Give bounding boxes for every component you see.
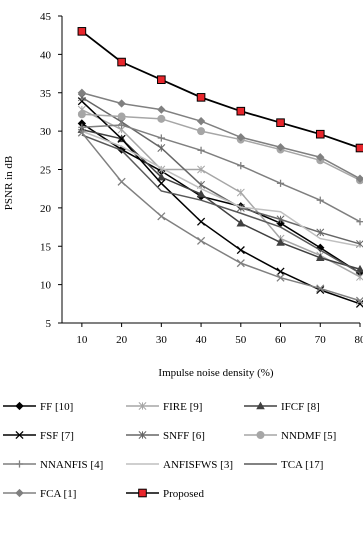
data-point: [158, 106, 165, 113]
legend-label: FCA [1]: [40, 488, 76, 500]
data-point: [158, 115, 165, 122]
data-point: [237, 189, 244, 196]
data-point: [277, 268, 284, 275]
legend-entry: NNDMF [5]: [244, 430, 336, 442]
legend-entry: SNFF [6]: [126, 430, 205, 442]
legend-label: FIRE [9]: [163, 401, 202, 413]
y-axis-label: PSNR in dB: [3, 156, 15, 210]
legend-label: FF [10]: [40, 401, 73, 413]
x-tick-label: 20: [116, 334, 128, 346]
data-point: [197, 147, 204, 154]
series-line: [82, 131, 360, 246]
series-lines-layer: [78, 28, 363, 308]
data-point: [197, 218, 204, 225]
legend-entry: NNANFIS [4]: [3, 459, 103, 471]
x-tick-label: 50: [235, 334, 247, 346]
series-7: [82, 131, 360, 246]
data-point: [78, 28, 86, 36]
data-point: [237, 162, 244, 169]
data-point: [316, 130, 324, 138]
legend-entry: FIRE [9]: [126, 401, 202, 413]
legend-label: FSF [7]: [40, 430, 74, 442]
data-point: [356, 144, 363, 152]
legend-label: ANFISFWS [3]: [163, 459, 233, 471]
y-tick-label: 20: [40, 203, 52, 215]
legend-label: IFCF [8]: [281, 401, 320, 413]
legend-entry: Proposed: [126, 488, 204, 500]
data-point: [118, 58, 126, 66]
x-tick-label: 70: [315, 334, 327, 346]
x-tick-label: 30: [156, 334, 168, 346]
data-point: [158, 180, 165, 187]
data-point: [118, 178, 125, 185]
data-point: [197, 118, 204, 125]
data-point: [158, 134, 165, 141]
legend-label: NNANFIS [4]: [40, 459, 103, 471]
legend-label: Proposed: [163, 488, 204, 500]
data-point: [158, 144, 165, 151]
legend-entry: FCA [1]: [3, 488, 76, 500]
data-point: [78, 111, 85, 118]
x-tick-label: 10: [76, 334, 88, 346]
x-tick-label: 40: [196, 334, 208, 346]
x-tick-label: 80: [355, 334, 363, 346]
legend-label: SNFF [6]: [163, 430, 205, 442]
data-point: [197, 237, 204, 244]
data-point: [118, 113, 125, 120]
legend-swatch-marker: [16, 460, 23, 467]
legend-swatch-marker: [257, 431, 264, 438]
y-tick-label: 40: [40, 49, 52, 61]
legend-entry: ANFISFWS [3]: [126, 459, 233, 471]
data-point: [158, 76, 166, 84]
legend-swatch-marker: [16, 489, 23, 496]
data-point: [317, 197, 324, 204]
data-point: [158, 213, 165, 220]
data-point: [237, 260, 244, 267]
legend-entry: IFCF [8]: [244, 401, 320, 413]
y-tick-label: 5: [46, 318, 52, 330]
data-point: [237, 107, 245, 115]
legend-swatch-marker: [16, 402, 23, 409]
legend: FF [10] FIRE [9] IFCF [8] FSF [7] SNFF [6] NN…: [3, 401, 336, 500]
legend-entry: FF [10]: [3, 401, 73, 413]
y-tick-label: 30: [40, 126, 52, 138]
legend-entry: FSF [7]: [3, 430, 74, 442]
axes-layer: 5 10 15 20 25 30 35 40 45 10 20 30 40 50 60 70 80: [40, 11, 363, 346]
data-point: [356, 273, 363, 280]
x-axis-label: Impulse noise density (%): [158, 367, 274, 379]
data-point: [197, 94, 205, 102]
data-point: [197, 128, 204, 135]
y-tick-label: 45: [40, 11, 52, 23]
legend-label: TCA [17]: [281, 459, 323, 471]
data-point: [356, 218, 363, 225]
y-tick-label: 35: [40, 88, 52, 100]
x-tick-label: 60: [275, 334, 287, 346]
y-tick-label: 10: [40, 280, 52, 292]
data-point: [237, 246, 244, 253]
legend-entry: TCA [17]: [244, 459, 323, 471]
legend-swatch-marker: [139, 489, 147, 497]
data-point: [118, 100, 125, 107]
y-tick-label: 25: [40, 165, 52, 177]
data-point: [277, 180, 284, 187]
data-point: [277, 119, 285, 127]
legend-label: NNDMF [5]: [281, 430, 336, 442]
series-11: [78, 28, 363, 152]
y-tick-label: 15: [40, 241, 52, 253]
